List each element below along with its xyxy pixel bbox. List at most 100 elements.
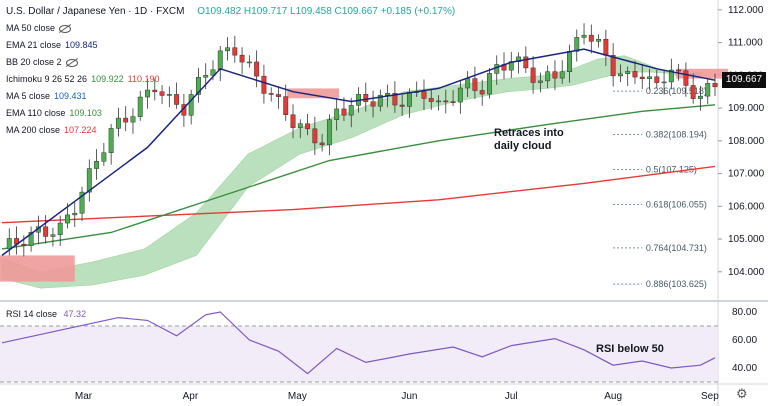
candle-body xyxy=(683,70,689,86)
legend-ma5[interactable]: MA 5 close 109.431 xyxy=(6,88,455,105)
candle-body xyxy=(581,34,587,38)
ichimoku-value-1: 109.922 xyxy=(91,74,124,84)
ema110-value: 109.103 xyxy=(69,108,102,118)
candle-body xyxy=(363,94,369,102)
candle-body xyxy=(370,101,376,107)
candle-body xyxy=(632,71,638,78)
rsi-line xyxy=(1,311,716,375)
legend-bb[interactable]: BB 20 close 2 xyxy=(6,54,455,71)
cloud-annotation: Retraces into daily cloud xyxy=(494,127,564,153)
candle-body xyxy=(385,92,391,96)
candle-body xyxy=(203,75,209,78)
cloud-annotation-line1: Retraces into xyxy=(494,127,564,139)
legend-ma50[interactable]: MA 50 close xyxy=(6,20,455,37)
candle-body xyxy=(276,94,281,97)
candle-body xyxy=(94,160,100,169)
time-axis-label: Sep xyxy=(701,391,719,402)
candle-body xyxy=(152,89,158,92)
time-axis-label: May xyxy=(288,391,307,402)
price-axis-label: 107.000 xyxy=(728,169,765,180)
ema21-label: EMA 21 close xyxy=(6,40,62,50)
rsi-axis-label: 80.00 xyxy=(732,307,757,318)
candle-body xyxy=(421,91,427,99)
candle-body xyxy=(552,71,558,79)
candle-body xyxy=(530,67,536,83)
ichimoku-label: Ichimoku 9 26 52 26 xyxy=(6,74,88,84)
candle-body xyxy=(690,85,696,99)
candle-body xyxy=(625,71,631,75)
time-axis-label: Mar xyxy=(75,391,93,402)
candle-body xyxy=(487,73,492,95)
candle-body xyxy=(101,152,107,162)
price-axis-label: 109.000 xyxy=(728,103,765,114)
rsi-legend[interactable]: RSI 14 close 47.32 xyxy=(6,309,86,319)
ma50-label: MA 50 close xyxy=(6,23,56,33)
candle-body xyxy=(6,238,12,250)
ma200-line xyxy=(1,165,716,224)
price-axis-label: 105.000 xyxy=(728,234,765,245)
ema21-value: 109.845 xyxy=(65,40,98,50)
fib-level-label: 0.236(109.518) xyxy=(646,86,707,96)
ichimoku-value-2: 110.190 xyxy=(127,74,160,84)
candle-body xyxy=(65,214,70,224)
rsi-band xyxy=(0,326,718,382)
ma5-value: 109.431 xyxy=(54,91,87,101)
candle-body xyxy=(210,69,216,76)
legend-ema21[interactable]: EMA 21 close 109.845 xyxy=(6,37,455,54)
candle-body xyxy=(654,76,660,83)
candle-body xyxy=(232,47,238,56)
legend-ichimoku[interactable]: Ichimoku 9 26 52 26 109.922 110.190 xyxy=(6,71,455,88)
candle-body xyxy=(596,38,602,42)
rsi-value: 47.32 xyxy=(63,309,87,319)
candle-body xyxy=(145,89,150,98)
ichimoku-cloud-bear-early xyxy=(0,255,75,282)
candle-body xyxy=(705,83,711,97)
candle-body xyxy=(559,71,565,79)
candle-body xyxy=(443,100,449,103)
candle-body xyxy=(697,95,703,99)
candle-body xyxy=(21,243,27,246)
fib-level-label: 0.5(107.125) xyxy=(646,164,697,174)
candle-body xyxy=(297,123,303,128)
gear-icon[interactable]: ⚙ xyxy=(736,386,748,401)
candle-body xyxy=(472,78,478,91)
candle-body xyxy=(545,71,551,82)
time-axis-label: Aug xyxy=(604,391,622,402)
candle-body xyxy=(123,117,129,123)
candle-body xyxy=(188,94,194,116)
price-axis-label: 104.000 xyxy=(728,267,765,278)
candle-body xyxy=(254,61,260,77)
hidden-eye-icon[interactable] xyxy=(59,24,72,33)
candle-body xyxy=(661,81,667,84)
last-price-tag: 109.667 xyxy=(722,72,766,88)
candle-body xyxy=(676,69,682,72)
candle-body xyxy=(712,83,718,88)
ma5-label: MA 5 close xyxy=(6,91,51,101)
candle-body xyxy=(603,38,609,56)
rsi-axis-label: 60.00 xyxy=(732,335,757,346)
ichimoku-cloud-bear-late xyxy=(676,68,728,79)
candle-body xyxy=(523,56,529,69)
legend-title-row: U.S. Dollar / Japanese Yen · 1D · FXCM O… xyxy=(6,3,455,20)
ema110-label: EMA 110 close xyxy=(6,108,66,118)
candle-body xyxy=(72,212,78,216)
ma200-value: 107.224 xyxy=(64,125,97,135)
candle-body xyxy=(290,114,296,128)
candle-body xyxy=(668,69,674,83)
legend-ema110[interactable]: EMA 110 close 109.103 xyxy=(6,105,455,122)
chart-legend: U.S. Dollar / Japanese Yen · 1D · FXCM O… xyxy=(6,3,455,139)
ma200-label: MA 200 close xyxy=(6,125,61,135)
fib-level-label: 0.618(106.055) xyxy=(646,200,707,210)
candle-body xyxy=(428,98,434,102)
candle-body xyxy=(479,90,485,95)
cloud-annotation-line2: daily cloud xyxy=(494,140,552,152)
candle-body xyxy=(79,191,85,214)
candle-body xyxy=(567,51,572,72)
hidden-eye-icon[interactable] xyxy=(65,58,78,67)
candle-body xyxy=(174,94,180,105)
candle-body xyxy=(319,142,325,146)
candle-body xyxy=(494,64,500,74)
candle-body xyxy=(86,168,92,193)
legend-ma200[interactable]: MA 200 close 107.224 xyxy=(6,122,455,139)
